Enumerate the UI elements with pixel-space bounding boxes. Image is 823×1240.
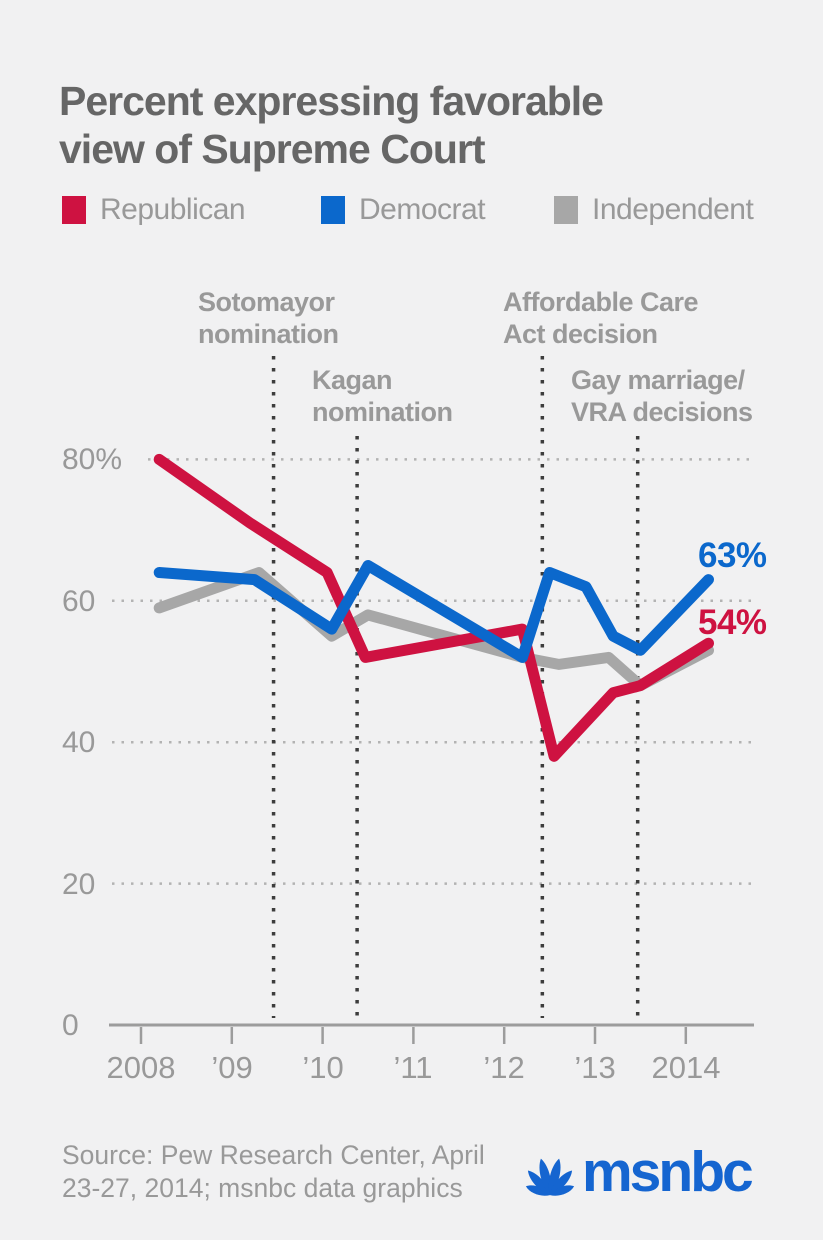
x-axis-label-13: ’13 xyxy=(574,1050,616,1085)
nbc-peacock-icon xyxy=(525,1158,575,1196)
annotation-text: Affordable Care xyxy=(503,287,699,317)
annotation-text: Gay marriage/ xyxy=(571,365,745,395)
democrat-end-value-label: 63% xyxy=(698,536,767,575)
annotation-text: Sotomayor xyxy=(198,287,335,317)
source-credit: Source: Pew Research Center, April 23-27… xyxy=(62,1139,485,1205)
annotation-sotomayor-nomination: Sotomayor nomination xyxy=(198,286,339,350)
annotation-text: nomination xyxy=(198,319,339,349)
annotation-gay-marriage-vra-decisions: Gay marriage/ VRA decisions xyxy=(571,364,753,428)
page-title-line2: view of Supreme Court xyxy=(59,126,486,173)
y-axis-label-20: 20 xyxy=(62,868,96,901)
x-axis-label-10: ’10 xyxy=(302,1050,344,1085)
annotation-kagan-nomination: Kagan nomination xyxy=(312,364,453,428)
x-axis-label-12: ’12 xyxy=(483,1050,525,1085)
msnbc-wordmark: msnbc xyxy=(582,1140,754,1204)
y-axis-label-80: 80% xyxy=(62,443,123,476)
legend-item-democrat: Democrat xyxy=(321,193,486,226)
annotation-text: Kagan xyxy=(312,365,393,395)
series-line-independent xyxy=(153,567,714,692)
annotation-text: Act decision xyxy=(503,319,658,349)
x-axis-label-2014: 2014 xyxy=(651,1050,721,1085)
source-line1: Source: Pew Research Center, April xyxy=(62,1140,485,1170)
x-axis-label-11: ’11 xyxy=(393,1050,433,1085)
y-axis-label-60: 60 xyxy=(62,585,96,618)
legend-item-independent: Independent xyxy=(554,193,754,226)
republican-swatch-icon xyxy=(62,196,86,224)
democrat-swatch-icon xyxy=(321,196,345,224)
x-axis-label-09: ’09 xyxy=(211,1050,253,1085)
y-axis-label-40: 40 xyxy=(62,726,96,759)
annotation-text: VRA decisions xyxy=(571,397,753,427)
independent-swatch-icon xyxy=(554,196,578,224)
legend-label-democrat: Democrat xyxy=(359,193,486,226)
series-line-republican xyxy=(153,453,714,762)
page-title: Percent expressing favorable view of Sup… xyxy=(59,77,604,173)
y-axis-label-0: 0 xyxy=(62,1009,79,1042)
republican-end-value-label: 54% xyxy=(698,603,767,642)
source-line2: 23-27, 2014; msnbc data graphics xyxy=(62,1173,463,1203)
annotation-text: nomination xyxy=(312,397,453,427)
legend-label-independent: Independent xyxy=(592,193,754,226)
series-line-democrat xyxy=(153,560,714,663)
x-axis-label-2008: 2008 xyxy=(106,1050,176,1085)
legend-label-republican: Republican xyxy=(100,193,246,226)
legend-item-republican: Republican xyxy=(62,193,246,226)
page-title-line1: Percent expressing favorable xyxy=(59,78,604,125)
annotation-aca-decision: Affordable Care Act decision xyxy=(503,286,699,350)
